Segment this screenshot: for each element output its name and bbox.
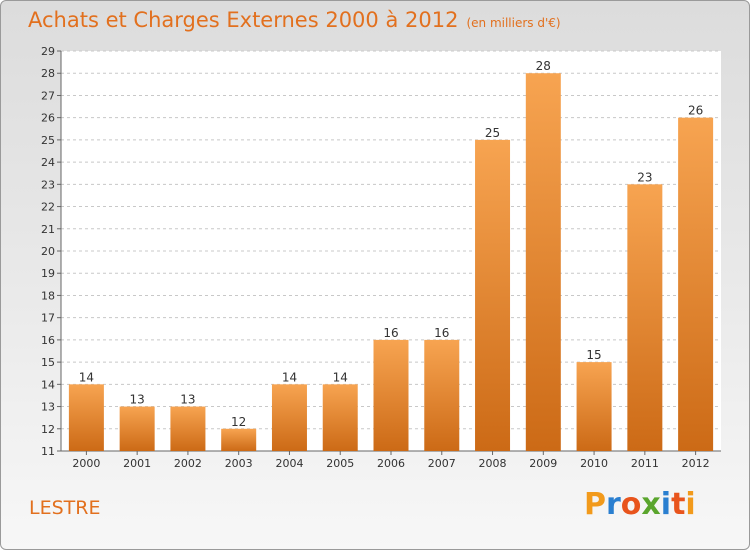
x-tick-label: 2006 xyxy=(377,457,405,470)
y-tick-label: 18 xyxy=(41,289,55,302)
y-tick-label: 25 xyxy=(41,134,55,147)
proxiti-logo: Proxiti xyxy=(584,487,696,522)
bar xyxy=(576,362,612,451)
bar xyxy=(627,184,663,452)
x-tick-label: 2001 xyxy=(123,457,151,470)
chart-title-text: Achats et Charges Externes 2000 à 2012 xyxy=(28,8,459,32)
bar xyxy=(271,384,307,451)
bar xyxy=(424,339,460,451)
y-tick-label: 26 xyxy=(41,112,55,125)
chart-subtitle: (en milliers d'€) xyxy=(466,16,561,30)
x-tick-label: 2012 xyxy=(682,457,710,470)
logo-letter: x xyxy=(641,487,661,522)
bar xyxy=(170,406,206,451)
x-tick-label: 2008 xyxy=(479,457,507,470)
x-tick-label: 2004 xyxy=(275,457,303,470)
y-tick-label: 24 xyxy=(41,156,55,169)
bar-value-label: 12 xyxy=(231,415,246,429)
bar-value-label: 25 xyxy=(485,126,500,140)
bar-value-label: 26 xyxy=(688,104,703,118)
bar-value-label: 14 xyxy=(333,370,348,384)
logo-letter: P xyxy=(584,487,606,522)
logo-letter: o xyxy=(620,487,642,522)
logo-letter: r xyxy=(606,487,621,522)
bar-value-label: 13 xyxy=(130,393,145,407)
y-tick-label: 15 xyxy=(41,356,55,369)
bar-value-label: 16 xyxy=(434,326,449,340)
y-tick-label: 11 xyxy=(41,445,55,458)
commune-name: LESTRE xyxy=(29,497,101,519)
chart-title: Achats et Charges Externes 2000 à 2012 (e… xyxy=(28,8,561,32)
x-tick-label: 2009 xyxy=(529,457,557,470)
y-tick-label: 20 xyxy=(41,245,55,258)
y-tick-label: 13 xyxy=(41,401,55,414)
x-tick-label: 2007 xyxy=(428,457,456,470)
logo-letter: t xyxy=(671,487,686,522)
bar xyxy=(525,73,561,451)
bar-value-label: 15 xyxy=(586,348,601,362)
x-tick-label: 2000 xyxy=(72,457,100,470)
bar-value-label: 28 xyxy=(536,59,551,73)
y-tick-label: 14 xyxy=(41,378,55,391)
bar xyxy=(322,384,358,451)
bar-value-label: 13 xyxy=(180,393,195,407)
bar-value-label: 14 xyxy=(79,370,94,384)
x-tick-label: 2011 xyxy=(631,457,659,470)
bar xyxy=(68,384,104,451)
y-tick-label: 27 xyxy=(41,89,55,102)
x-tick-label: 2003 xyxy=(225,457,253,470)
y-tick-label: 21 xyxy=(41,223,55,236)
x-tick-label: 2010 xyxy=(580,457,608,470)
y-tick-label: 22 xyxy=(41,201,55,214)
logo-letter: i xyxy=(660,487,672,522)
bar-value-label: 14 xyxy=(282,370,297,384)
y-tick-label: 29 xyxy=(41,45,55,58)
bar-value-label: 16 xyxy=(383,326,398,340)
x-tick-label: 2005 xyxy=(326,457,354,470)
y-tick-label: 12 xyxy=(41,423,55,436)
y-tick-label: 28 xyxy=(41,67,55,80)
y-tick-label: 17 xyxy=(41,312,55,325)
bar xyxy=(119,406,155,451)
y-tick-label: 16 xyxy=(41,334,55,347)
y-tick-label: 23 xyxy=(41,178,55,191)
x-tick-label: 2002 xyxy=(174,457,202,470)
bar xyxy=(221,428,257,451)
bar xyxy=(475,139,511,451)
bar xyxy=(373,339,409,451)
bar xyxy=(678,117,714,452)
logo-letter: i xyxy=(685,487,696,522)
y-tick-label: 19 xyxy=(41,267,55,280)
bar-value-label: 23 xyxy=(637,170,652,184)
